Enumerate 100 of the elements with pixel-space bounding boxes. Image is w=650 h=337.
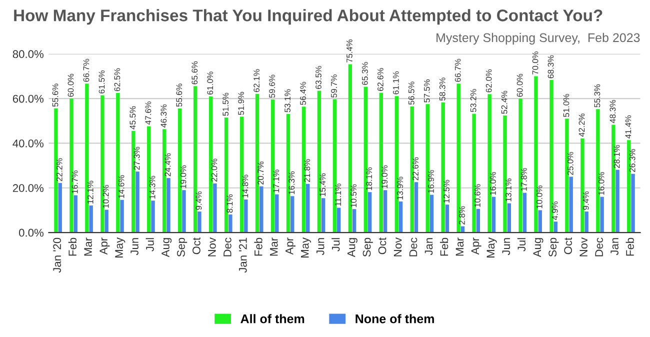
data-label: 45.5% [130, 106, 136, 130]
bar [627, 140, 631, 233]
data-label: 16.3% [288, 171, 295, 194]
data-label: 19.0% [382, 165, 388, 188]
data-label: 14.8% [242, 174, 248, 198]
y-tick-label: 20.0% [12, 184, 44, 192]
data-label: 20.7% [258, 162, 264, 185]
data-label: 15.4% [320, 173, 326, 196]
y-tick-label: 80.0% [12, 50, 44, 58]
data-label: 66.7% [454, 58, 461, 82]
bar [286, 114, 290, 233]
bar [270, 99, 275, 233]
data-label: 65.3% [362, 62, 368, 85]
bar [507, 203, 512, 233]
data-label: 10.0% [536, 185, 542, 208]
data-label: 19.0% [180, 165, 186, 188]
data-label: 42.2% [578, 114, 585, 137]
bar [596, 109, 600, 233]
x-tick-label: Mar [270, 238, 278, 256]
bar [182, 190, 186, 233]
bar [534, 76, 538, 233]
data-label: 16.9% [428, 170, 434, 193]
data-label: 53.2% [470, 89, 476, 112]
x-tick-label: Jan [610, 238, 618, 256]
x-tick-label: Apr [100, 238, 110, 255]
bar [383, 190, 388, 233]
data-label: 22.0% [211, 158, 218, 182]
data-label: 55.3% [594, 84, 600, 108]
bar [178, 108, 182, 233]
bar [100, 95, 104, 233]
data-label: 60.0% [68, 74, 74, 97]
x-tick-label: Aug [347, 238, 358, 258]
bar [398, 201, 403, 233]
bar [554, 222, 558, 233]
x-tick-label: Jul [332, 238, 340, 252]
x-tick-label: Dec [409, 238, 418, 256]
bar [538, 210, 542, 233]
x-tick-label: Nov [394, 237, 402, 256]
bar [368, 192, 372, 233]
x-tick-label: Jan [424, 238, 433, 256]
x-tick-label: Oct [564, 237, 572, 254]
x-tick-label: Apr [286, 238, 296, 255]
bar [616, 170, 620, 233]
data-label: 13.1% [505, 178, 512, 202]
x-tick-label: May [486, 237, 497, 258]
data-label: 10.2% [102, 185, 109, 208]
bar [456, 84, 460, 233]
bar [600, 196, 604, 233]
bar [58, 182, 62, 233]
bar [522, 192, 526, 233]
data-label: 25.0% [567, 152, 574, 175]
bar [136, 172, 140, 233]
data-label: 9.4% [196, 191, 202, 210]
data-label: 9.4% [582, 191, 589, 210]
bar [302, 106, 306, 233]
x-tick-label: Feb [440, 238, 448, 256]
data-label: 22.6% [412, 157, 418, 180]
bar [275, 194, 279, 233]
data-label: 59.6% [269, 74, 275, 98]
x-tick-label: Mar [84, 238, 92, 256]
bar [584, 212, 588, 233]
bar [162, 129, 166, 233]
x-tick-label: Jun [130, 238, 138, 256]
bar [116, 92, 120, 233]
bar [488, 94, 492, 233]
data-label: 65.6% [192, 61, 198, 84]
bar [332, 99, 337, 233]
data-label: 12.1% [87, 180, 94, 204]
x-tick-label: Feb [626, 238, 634, 256]
data-label: 51.5% [222, 92, 229, 116]
bar [70, 98, 74, 233]
data-label: 8.1% [226, 194, 233, 213]
x-tick-label: Feb [254, 238, 262, 256]
x-tick-label: Jun [316, 238, 324, 256]
bar [379, 92, 384, 233]
data-label: 57.5% [424, 79, 430, 102]
bar [336, 208, 341, 233]
bar [228, 214, 232, 233]
bar [550, 80, 554, 233]
x-tick-label: Jun [502, 238, 510, 256]
chart-title: How Many Franchises That You Inquired About Attempted to Contact You? [14, 9, 602, 25]
data-label: 51.0% [563, 94, 570, 117]
data-label: 41.4% [625, 115, 632, 139]
x-tick-label: Mar [456, 238, 464, 256]
x-tick-label: Jul [146, 238, 154, 252]
data-label: 13.9% [397, 176, 403, 200]
x-tick-label: Apr [471, 238, 482, 255]
bar [631, 174, 635, 233]
bar [240, 116, 244, 233]
data-label: 10.5% [350, 184, 357, 208]
data-label: 59.7% [331, 74, 337, 98]
x-tick-label: Sep [177, 238, 188, 257]
bar [394, 96, 398, 233]
data-label: 22.2% [56, 158, 62, 182]
bar [518, 98, 522, 233]
bar [503, 116, 507, 233]
data-label: 4.9% [552, 202, 558, 220]
data-label: 11.1% [335, 184, 342, 206]
data-label: 66.7% [83, 58, 90, 82]
bar [74, 195, 78, 233]
